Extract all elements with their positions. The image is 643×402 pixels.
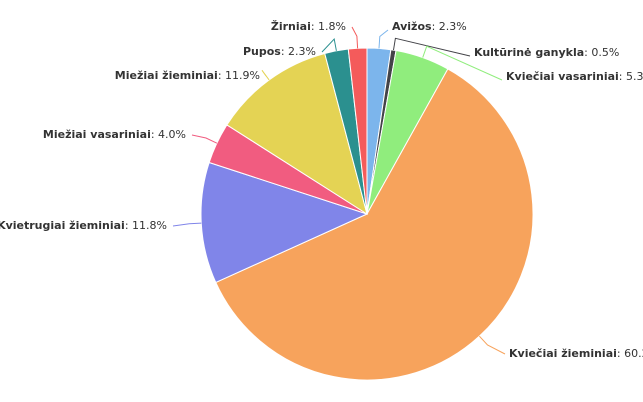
data-label-value: : 60.2% [617,347,643,360]
connector-mieziai-vasariniai [191,134,218,144]
data-label-name: Kviečiai žieminiai [509,347,617,360]
data-label-kvieciai-vasariniai: Kviečiai vasariniai: 5.3% [506,70,643,83]
data-label-name: Kvietrugiai žieminiai [0,219,125,232]
connector-pupos [321,37,337,53]
data-label-value: : 11.9% [218,69,260,82]
data-label-avizos: Avižos: 2.3% [392,20,467,33]
connector-mieziai-zieminiai [261,70,270,81]
connector-kulturine-ganykla [393,37,471,57]
data-label-value: : 0.5% [584,46,619,59]
data-label-zirniai: Žirniai: 1.8% [271,20,346,33]
data-label-kvietrugiai-zieminiai: Kvietrugiai žieminiai: 11.8% [0,219,167,232]
data-label-name: Avižos [392,20,432,33]
connector-kvieciai-vasariniai [422,45,503,81]
connector-kvieciai-zieminiai [479,335,506,355]
data-label-kvieciai-zieminiai: Kviečiai žieminiai: 60.2% [509,347,643,360]
data-label-name: Pupos [243,45,281,58]
data-label-name: Miežiai vasariniai [43,128,151,141]
data-label-name: Miežiai žieminiai [115,69,218,82]
pie-slice-kvieciai-zieminiai[interactable] [215,68,534,381]
data-label-value: : 2.3% [432,20,467,33]
data-label-mieziai-zieminiai: Miežiai žieminiai: 11.9% [115,69,260,82]
data-label-value: : 1.8% [311,20,346,33]
connector-avizos [378,29,389,49]
pie-slices [200,47,534,381]
data-label-pupos: Pupos: 2.3% [243,45,316,58]
data-label-name: Žirniai [271,20,311,33]
pie-slice-mieziai-zieminiai[interactable] [226,52,368,216]
data-label-name: Kultūrinė ganykla [474,46,584,59]
data-label-mieziai-vasariniai: Miežiai vasariniai: 4.0% [43,128,186,141]
data-label-value: : 4.0% [151,128,186,141]
data-labels: Avižos: 2.3%Kultūrinė ganykla: 0.5%Kvieč… [0,20,643,360]
data-label-value: : 5.3% [619,70,643,83]
connector-zirniai [351,26,359,49]
data-label-value: : 2.3% [281,45,316,58]
data-label-name: Kviečiai vasariniai [506,70,619,83]
data-label-kulturine-ganykla: Kultūrinė ganykla: 0.5% [474,46,619,59]
label-connectors [172,26,506,355]
connector-kvietrugiai-zieminiai [172,222,202,227]
data-label-value: : 11.8% [125,219,167,232]
